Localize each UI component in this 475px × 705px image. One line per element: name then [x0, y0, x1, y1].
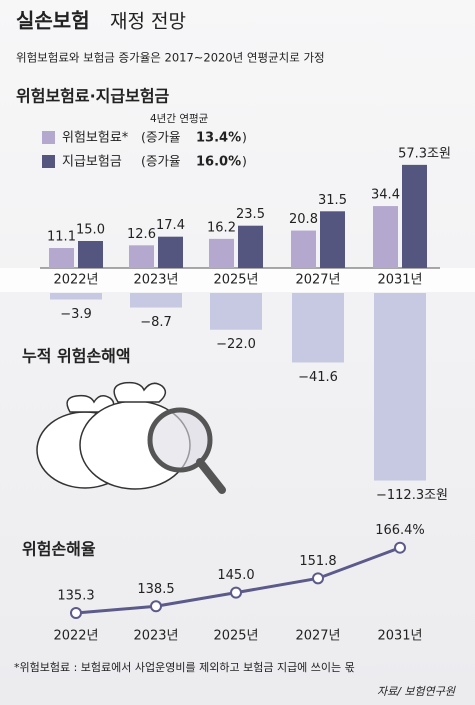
- section-title: 위험보험료·지급보험금: [16, 87, 170, 106]
- bar: [292, 293, 344, 363]
- legend-label: 위험보험료*: [62, 131, 129, 146]
- x-tick-label: 2022년: [53, 273, 98, 288]
- value-label: 151.8: [299, 554, 336, 569]
- point: [150, 600, 162, 613]
- point: [230, 586, 242, 599]
- legend-paren-open: (: [141, 154, 146, 169]
- bar: [210, 293, 262, 330]
- footnote: *위험보험료 : 보험료에서 사업운영비를 제외하고 보험금 지급에 쓰이는 몫: [14, 660, 355, 674]
- value-label: −112.3조원: [376, 488, 448, 503]
- bar: [209, 238, 234, 268]
- bar: [402, 164, 427, 268]
- point: [312, 572, 324, 585]
- bar: [320, 211, 345, 268]
- bar: [129, 245, 154, 268]
- legend-label: 지급보험금: [62, 155, 122, 170]
- x-tick-label: 2023년: [133, 273, 178, 288]
- value-label: 16.2: [207, 220, 236, 235]
- legend-paren: 증가율: [146, 154, 181, 169]
- x-tick-label: 2027년: [295, 629, 340, 644]
- value-label: 145.0: [217, 568, 254, 583]
- bar: [130, 293, 182, 308]
- bar: [374, 293, 426, 481]
- legend-growth: 16.0%: [196, 155, 241, 170]
- value-label: 166.4%: [375, 523, 425, 538]
- value-label: 11.1: [47, 230, 76, 245]
- subtitle: 위험보험료와 보험금 증가율은 2017~2020년 연평균치로 가정: [16, 51, 325, 65]
- bar: [50, 293, 102, 300]
- point: [70, 607, 82, 619]
- legend-swatch: [42, 131, 55, 144]
- bar: [238, 225, 263, 268]
- bar: [373, 206, 398, 268]
- year-strip: [0, 268, 475, 292]
- legend-paren: 증가율: [146, 130, 181, 145]
- x-tick-label: 2022년: [53, 629, 98, 644]
- x-tick-label: 2027년: [295, 273, 340, 288]
- value-label: −22.0: [216, 337, 256, 352]
- x-tick-label: 2023년: [133, 629, 178, 644]
- legend-paren-close: ): [242, 130, 247, 145]
- source: 자료/ 보험연구원: [377, 685, 456, 698]
- value-label: 15.0: [76, 223, 105, 238]
- x-tick-label: 2031년: [377, 629, 422, 644]
- legend-header: 4년간 연평균: [150, 113, 209, 125]
- title-rest: 재정 전망: [110, 11, 186, 33]
- legend-swatch: [42, 155, 55, 168]
- value-label: 23.5: [236, 207, 265, 222]
- point: [394, 541, 406, 554]
- x-tick-label: 2031년: [377, 273, 422, 288]
- value-label: 57.3조원: [398, 146, 451, 161]
- legend-paren-close: ): [242, 154, 247, 169]
- value-label: 31.5: [318, 193, 347, 208]
- value-label: 17.4: [156, 218, 185, 233]
- value-label: 135.3: [57, 589, 94, 604]
- value-label: −3.9: [60, 307, 92, 322]
- x-tick-label: 2025년: [213, 629, 258, 644]
- value-label: 34.4: [371, 188, 400, 203]
- legend-growth: 13.4%: [196, 131, 241, 146]
- value-label: 20.8: [289, 212, 318, 227]
- bar: [49, 248, 74, 268]
- value-label: 138.5: [137, 582, 174, 597]
- x-tick-label: 2025년: [213, 273, 258, 288]
- value-label: −41.6: [298, 370, 338, 385]
- bar: [78, 241, 103, 268]
- value-label: 12.6: [127, 227, 156, 242]
- section-title: 누적 위험손해액: [22, 347, 131, 366]
- bar: [291, 230, 316, 268]
- bar: [158, 236, 183, 268]
- value-label: −8.7: [140, 315, 172, 330]
- title: 실손보험: [16, 9, 90, 33]
- section-title: 위험손해율: [22, 540, 96, 559]
- money-bags-illustration: [36, 381, 226, 494]
- legend-paren-open: (: [141, 130, 146, 145]
